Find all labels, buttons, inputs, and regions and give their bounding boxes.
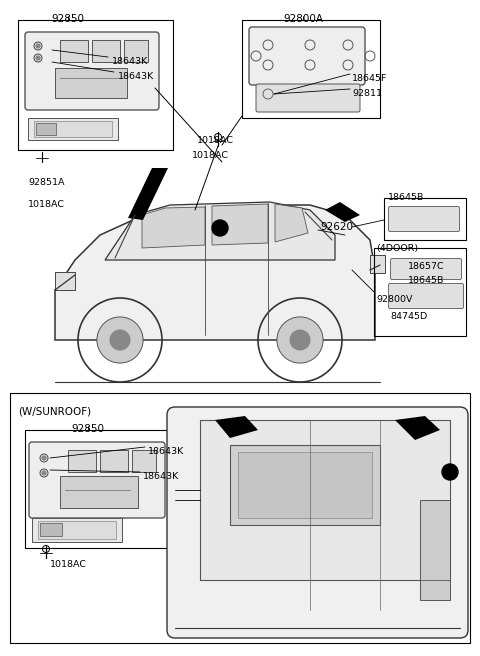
Bar: [36, 123, 56, 135]
Polygon shape: [275, 204, 308, 242]
FancyBboxPatch shape: [25, 32, 159, 110]
Bar: [100, 450, 128, 472]
Polygon shape: [105, 202, 335, 260]
Text: 92811: 92811: [352, 89, 382, 98]
FancyBboxPatch shape: [29, 442, 165, 518]
Bar: [68, 450, 96, 472]
Bar: [374, 248, 466, 336]
Text: 92850: 92850: [51, 14, 84, 24]
Bar: [420, 500, 450, 600]
Circle shape: [442, 464, 458, 480]
Bar: [124, 40, 148, 62]
Bar: [25, 430, 173, 548]
Bar: [32, 518, 122, 542]
Bar: [38, 521, 116, 539]
Text: 18645F: 18645F: [352, 74, 387, 83]
Text: 18645B: 18645B: [388, 193, 424, 202]
Text: 18643K: 18643K: [112, 57, 148, 66]
Polygon shape: [212, 204, 268, 245]
Text: 1018AC: 1018AC: [197, 136, 234, 145]
Circle shape: [36, 44, 40, 48]
Text: 18645B: 18645B: [408, 276, 444, 285]
Text: 1018AC: 1018AC: [28, 200, 65, 209]
Bar: [384, 198, 466, 240]
Text: 18643K: 18643K: [148, 447, 184, 456]
Circle shape: [277, 317, 323, 363]
FancyBboxPatch shape: [256, 84, 360, 112]
Bar: [10, 393, 470, 643]
Text: 84745D: 84745D: [390, 312, 427, 321]
Text: 1018AC: 1018AC: [192, 151, 229, 160]
Bar: [34, 121, 112, 137]
Text: 18643K: 18643K: [118, 72, 154, 81]
Bar: [370, 255, 385, 273]
Polygon shape: [55, 205, 375, 340]
Bar: [60, 40, 88, 62]
Bar: [132, 450, 156, 472]
Bar: [230, 445, 380, 525]
Text: 92800V: 92800V: [376, 295, 412, 304]
FancyBboxPatch shape: [388, 283, 464, 308]
Text: 92850: 92850: [72, 424, 105, 434]
Polygon shape: [325, 202, 360, 222]
Text: 18643K: 18643K: [143, 472, 179, 481]
Bar: [18, 20, 173, 150]
FancyBboxPatch shape: [167, 407, 468, 638]
Bar: [55, 68, 127, 98]
Circle shape: [42, 456, 46, 460]
Circle shape: [109, 329, 131, 350]
FancyBboxPatch shape: [249, 27, 365, 85]
Text: (4DOOR): (4DOOR): [376, 244, 418, 253]
FancyBboxPatch shape: [388, 207, 459, 232]
Text: 92620: 92620: [320, 222, 353, 232]
Circle shape: [42, 471, 46, 475]
Circle shape: [289, 329, 311, 350]
Bar: [40, 523, 62, 536]
Text: (W/SUNROOF): (W/SUNROOF): [18, 406, 91, 416]
Bar: [60, 476, 138, 508]
Text: 92851A: 92851A: [28, 178, 64, 187]
Text: 92800A: 92800A: [283, 14, 323, 24]
Bar: [55, 272, 75, 290]
Text: 18657C: 18657C: [408, 262, 444, 271]
Polygon shape: [215, 416, 258, 438]
Circle shape: [212, 220, 228, 236]
Bar: [92, 40, 120, 62]
Polygon shape: [128, 168, 168, 220]
Bar: [238, 452, 372, 518]
Polygon shape: [142, 207, 205, 248]
Text: 1018AC: 1018AC: [50, 560, 87, 569]
Bar: [200, 420, 450, 580]
Circle shape: [36, 56, 40, 60]
Bar: [242, 20, 380, 118]
Circle shape: [97, 317, 143, 363]
Bar: [28, 118, 118, 140]
FancyBboxPatch shape: [391, 258, 461, 279]
Polygon shape: [395, 416, 440, 440]
